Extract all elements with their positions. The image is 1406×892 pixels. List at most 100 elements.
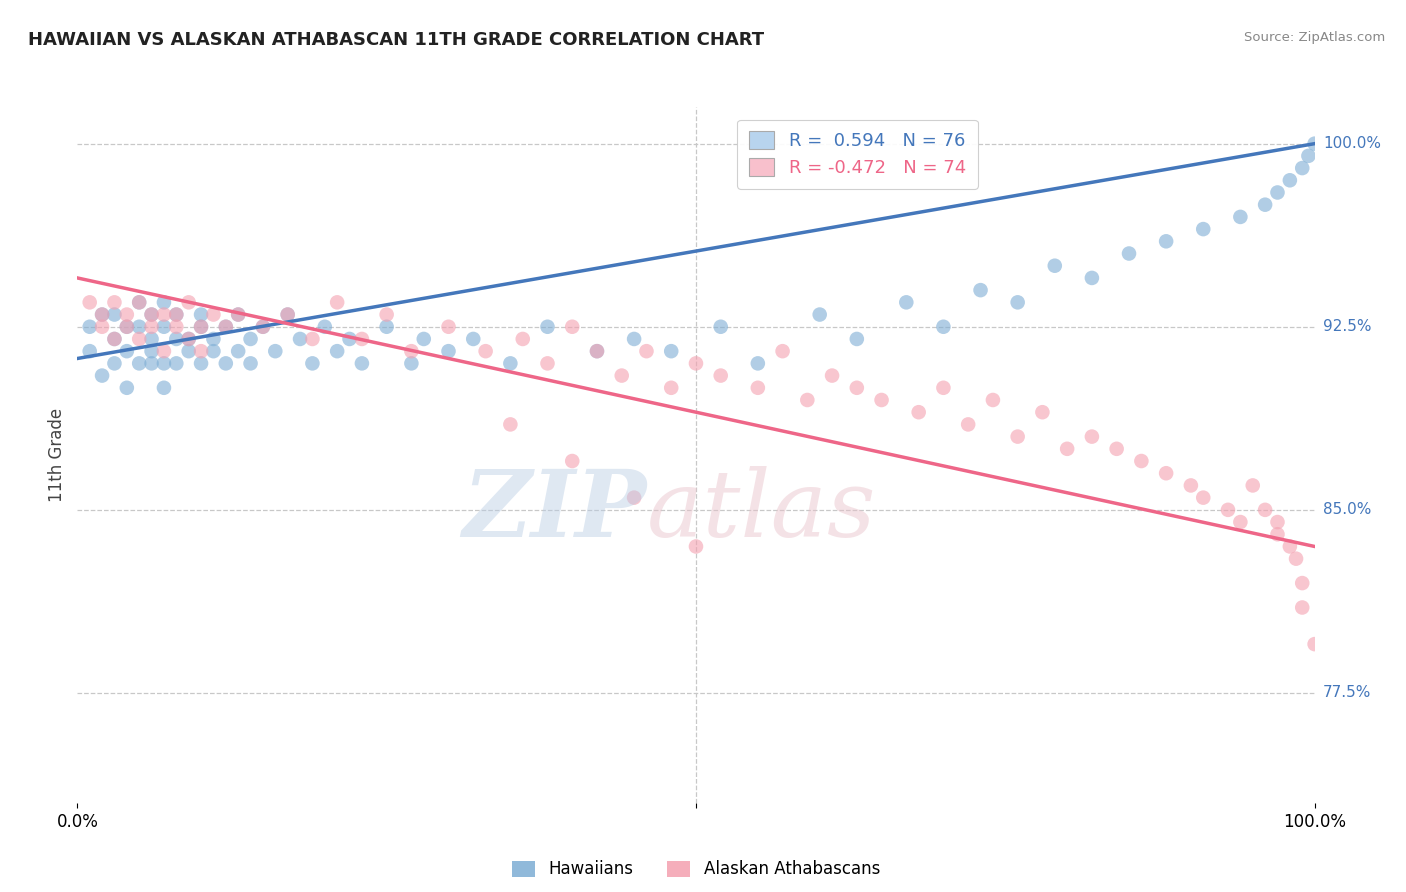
Point	[190, 319, 212, 334]
Point	[215, 319, 238, 334]
Point	[288, 332, 311, 346]
Point	[226, 308, 249, 322]
Point	[401, 356, 423, 370]
Point	[1278, 540, 1301, 554]
Point	[165, 332, 187, 346]
Point	[969, 283, 991, 297]
Point	[202, 344, 225, 359]
Point	[845, 381, 868, 395]
Text: Source: ZipAtlas.com: Source: ZipAtlas.com	[1244, 31, 1385, 45]
Point	[1007, 295, 1029, 310]
Point	[932, 319, 955, 334]
Point	[115, 308, 138, 322]
Text: HAWAIIAN VS ALASKAN ATHABASCAN 11TH GRADE CORRELATION CHART: HAWAIIAN VS ALASKAN ATHABASCAN 11TH GRAD…	[28, 31, 765, 49]
Point	[685, 356, 707, 370]
Point	[177, 332, 200, 346]
Point	[128, 319, 150, 334]
Point	[165, 356, 187, 370]
Point	[957, 417, 980, 432]
Point	[141, 332, 163, 346]
Point	[1291, 161, 1313, 175]
Point	[685, 540, 707, 554]
Point	[845, 332, 868, 346]
Point	[141, 319, 163, 334]
Point	[190, 319, 212, 334]
Point	[115, 319, 138, 334]
Point	[190, 356, 212, 370]
Point	[1180, 478, 1202, 492]
Text: ZIP: ZIP	[463, 466, 647, 556]
Point	[1007, 429, 1029, 443]
Point	[91, 308, 114, 322]
Point	[1081, 271, 1104, 285]
Point	[710, 368, 733, 383]
Point	[1267, 527, 1289, 541]
Point	[153, 381, 176, 395]
Point	[226, 308, 249, 322]
Text: 92.5%: 92.5%	[1323, 319, 1371, 334]
Point	[1254, 197, 1277, 211]
Point	[463, 332, 485, 346]
Point	[1192, 222, 1215, 236]
Point	[1216, 503, 1239, 517]
Point	[103, 356, 125, 370]
Point	[1105, 442, 1128, 456]
Point	[141, 308, 163, 322]
Point	[277, 308, 299, 322]
Point	[128, 295, 150, 310]
Point	[796, 392, 818, 407]
Point	[623, 332, 645, 346]
Point	[153, 356, 176, 370]
Point	[239, 356, 262, 370]
Point	[165, 319, 187, 334]
Point	[264, 344, 287, 359]
Point	[1285, 551, 1308, 566]
Point	[326, 344, 349, 359]
Point	[536, 319, 558, 334]
Point	[1291, 600, 1313, 615]
Point	[239, 332, 262, 346]
Point	[165, 308, 187, 322]
Point	[153, 295, 176, 310]
Point	[586, 344, 609, 359]
Point	[1229, 515, 1251, 529]
Point	[141, 344, 163, 359]
Point	[1298, 149, 1320, 163]
Point	[128, 295, 150, 310]
Point	[659, 344, 682, 359]
Point	[128, 332, 150, 346]
Point	[821, 368, 844, 383]
Point	[202, 308, 225, 322]
Point	[512, 332, 534, 346]
Point	[437, 319, 460, 334]
Point	[165, 308, 187, 322]
Point	[177, 344, 200, 359]
Point	[103, 332, 125, 346]
Point	[437, 344, 460, 359]
Text: atlas: atlas	[647, 466, 876, 556]
Point	[375, 319, 398, 334]
Point	[202, 332, 225, 346]
Point	[610, 368, 633, 383]
Point	[1056, 442, 1078, 456]
Point	[772, 344, 794, 359]
Point	[1291, 576, 1313, 591]
Point	[91, 308, 114, 322]
Point	[91, 319, 114, 334]
Point	[659, 381, 682, 395]
Point	[190, 344, 212, 359]
Point	[907, 405, 929, 419]
Point	[301, 356, 323, 370]
Point	[277, 308, 299, 322]
Point	[375, 308, 398, 322]
Text: 77.5%: 77.5%	[1323, 685, 1371, 700]
Point	[1154, 235, 1177, 249]
Point	[115, 344, 138, 359]
Point	[115, 381, 138, 395]
Text: 100.0%: 100.0%	[1323, 136, 1381, 151]
Point	[252, 319, 274, 334]
Point	[141, 356, 163, 370]
Point	[561, 454, 583, 468]
Point	[1241, 478, 1264, 492]
Point	[190, 308, 212, 322]
